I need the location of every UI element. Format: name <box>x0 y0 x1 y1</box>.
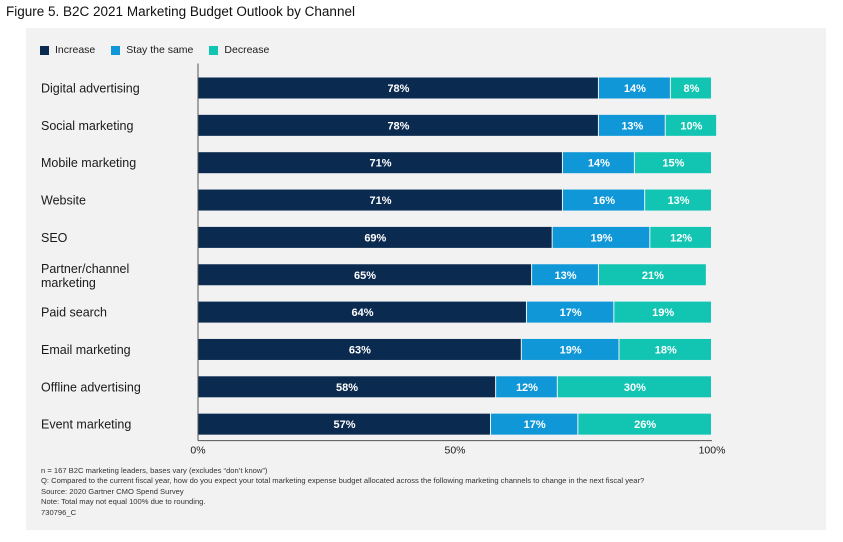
bar-email-marketing-increase <box>198 338 521 360</box>
bar-paid-search-stay-the-same <box>526 301 614 323</box>
x-tick-label-50-pct: 50% <box>444 445 465 457</box>
data-label-paid-search-stay-the-same: 17% <box>560 307 582 319</box>
bar-event-marketing-stay-the-same <box>490 413 578 435</box>
data-label-website-increase: 71% <box>369 195 391 207</box>
data-label-mobile-marketing-decrease: 15% <box>662 158 684 170</box>
legend: Increase Stay the same Decrease <box>40 44 269 56</box>
bar-offline-advertising-decrease <box>557 376 711 398</box>
data-label-digital-advertising-decrease: 8% <box>683 83 699 95</box>
bar-social-marketing-increase <box>198 114 598 136</box>
data-label-partner-channel-marketing-increase: 65% <box>354 270 376 282</box>
data-label-seo-stay-the-same: 19% <box>590 232 612 244</box>
bar-partner-channel-marketing-decrease <box>598 264 706 286</box>
legend-item-increase: Increase <box>40 44 95 56</box>
data-label-social-marketing-decrease: 10% <box>680 120 702 132</box>
data-label-offline-advertising-increase: 58% <box>336 382 358 394</box>
bar-mobile-marketing-stay-the-same <box>562 152 634 174</box>
data-label-seo-decrease: 12% <box>670 232 692 244</box>
bar-website-stay-the-same <box>562 189 645 211</box>
category-label-event-marketing: Event marketing <box>41 418 131 432</box>
legend-swatch-decrease <box>209 45 219 55</box>
bar-paid-search-increase <box>198 301 526 323</box>
bar-partner-channel-marketing-stay-the-same <box>532 264 598 286</box>
legend-label-increase: Increase <box>55 44 96 56</box>
bar-digital-advertising-decrease <box>670 77 711 99</box>
data-label-seo-increase: 69% <box>364 232 386 244</box>
x-tick-label-100-pct: 100% <box>699 445 726 457</box>
category-label-mobile-marketing: Mobile marketing <box>41 156 136 170</box>
legend-swatch-increase <box>40 45 49 55</box>
data-label-email-marketing-stay-the-same: 19% <box>560 344 582 356</box>
category-label-paid-search: Paid search <box>41 306 107 320</box>
data-label-paid-search-increase: 64% <box>351 307 373 319</box>
data-label-website-decrease: 13% <box>668 195 690 207</box>
data-label-digital-advertising-increase: 78% <box>387 83 409 95</box>
legend-swatch-stay-the-same <box>111 45 121 55</box>
bar-social-marketing-stay-the-same <box>598 114 665 136</box>
bar-digital-advertising-stay-the-same <box>598 77 670 99</box>
data-label-website-stay-the-same: 16% <box>593 195 615 207</box>
bar-email-marketing-stay-the-same <box>521 338 619 360</box>
data-label-offline-advertising-stay-the-same: 12% <box>516 382 538 394</box>
category-label-partner-channel-marketing: Partner/channel marketing <box>41 262 129 290</box>
data-label-paid-search-decrease: 19% <box>652 307 674 319</box>
x-tick-label-0-pct: 0% <box>190 445 205 457</box>
legend-label-stay-the-same: Stay the same <box>126 44 194 56</box>
data-label-social-marketing-stay-the-same: 13% <box>621 120 643 132</box>
note-source: Source: 2020 Gartner CMO Spend Survey <box>41 486 184 496</box>
data-label-mobile-marketing-increase: 71% <box>369 158 391 170</box>
note-question: Q: Compared to the current fiscal year, … <box>41 476 645 486</box>
category-label-email-marketing: Email marketing <box>41 343 131 357</box>
legend-label-decrease: Decrease <box>224 44 270 56</box>
data-label-email-marketing-decrease: 18% <box>655 344 677 356</box>
bar-seo-stay-the-same <box>552 226 650 248</box>
note-document-id: 730796_C <box>41 507 77 517</box>
category-label-offline-advertising: Offline advertising <box>41 380 141 394</box>
legend-item-decrease: Decrease <box>209 44 269 56</box>
data-label-event-marketing-increase: 57% <box>333 419 355 431</box>
bar-paid-search-decrease <box>614 301 711 323</box>
data-label-partner-channel-marketing-decrease: 21% <box>642 270 664 282</box>
category-label-digital-advertising: Digital advertising <box>41 82 140 96</box>
category-label-line: Partner/channel <box>41 262 129 276</box>
note-sample-size: n = 167 B2C marketing leaders, bases var… <box>41 466 268 475</box>
data-label-digital-advertising-stay-the-same: 14% <box>624 83 646 95</box>
bar-event-marketing-increase <box>198 413 490 435</box>
bar-mobile-marketing-decrease <box>634 152 711 174</box>
chart-title: Figure 5. B2C 2021 Marketing Budget Outl… <box>6 4 355 19</box>
bar-seo-increase <box>198 226 552 248</box>
data-label-email-marketing-increase: 63% <box>349 344 371 356</box>
data-label-mobile-marketing-stay-the-same: 14% <box>588 158 610 170</box>
bar-website-decrease <box>645 189 711 211</box>
bar-offline-advertising-stay-the-same <box>496 376 557 398</box>
bar-seo-decrease <box>650 226 711 248</box>
bar-social-marketing-decrease <box>665 114 717 136</box>
chart-notes: n = 167 B2C marketing leaders, bases var… <box>41 466 644 518</box>
data-label-event-marketing-stay-the-same: 17% <box>524 419 546 431</box>
bar-mobile-marketing-increase <box>198 152 562 174</box>
category-label-website: Website <box>41 194 86 208</box>
data-label-partner-channel-marketing-stay-the-same: 13% <box>554 270 576 282</box>
bar-offline-advertising-increase <box>198 376 496 398</box>
data-label-social-marketing-increase: 78% <box>387 120 409 132</box>
bar-event-marketing-decrease <box>578 413 711 435</box>
note-rounding: Note: Total may not equal 100% due to ro… <box>41 497 206 507</box>
category-label-line: marketing <box>41 276 96 290</box>
bar-partner-channel-marketing-increase <box>198 264 532 286</box>
category-label-seo: SEO <box>41 231 68 245</box>
bar-email-marketing-decrease <box>619 338 711 360</box>
data-label-event-marketing-decrease: 26% <box>634 419 656 431</box>
data-label-offline-advertising-decrease: 30% <box>624 382 646 394</box>
legend-item-stay-the-same: Stay the same <box>111 44 193 56</box>
bar-digital-advertising-increase <box>198 77 598 99</box>
category-label-social-marketing: Social marketing <box>41 119 133 133</box>
bar-website-increase <box>198 189 562 211</box>
